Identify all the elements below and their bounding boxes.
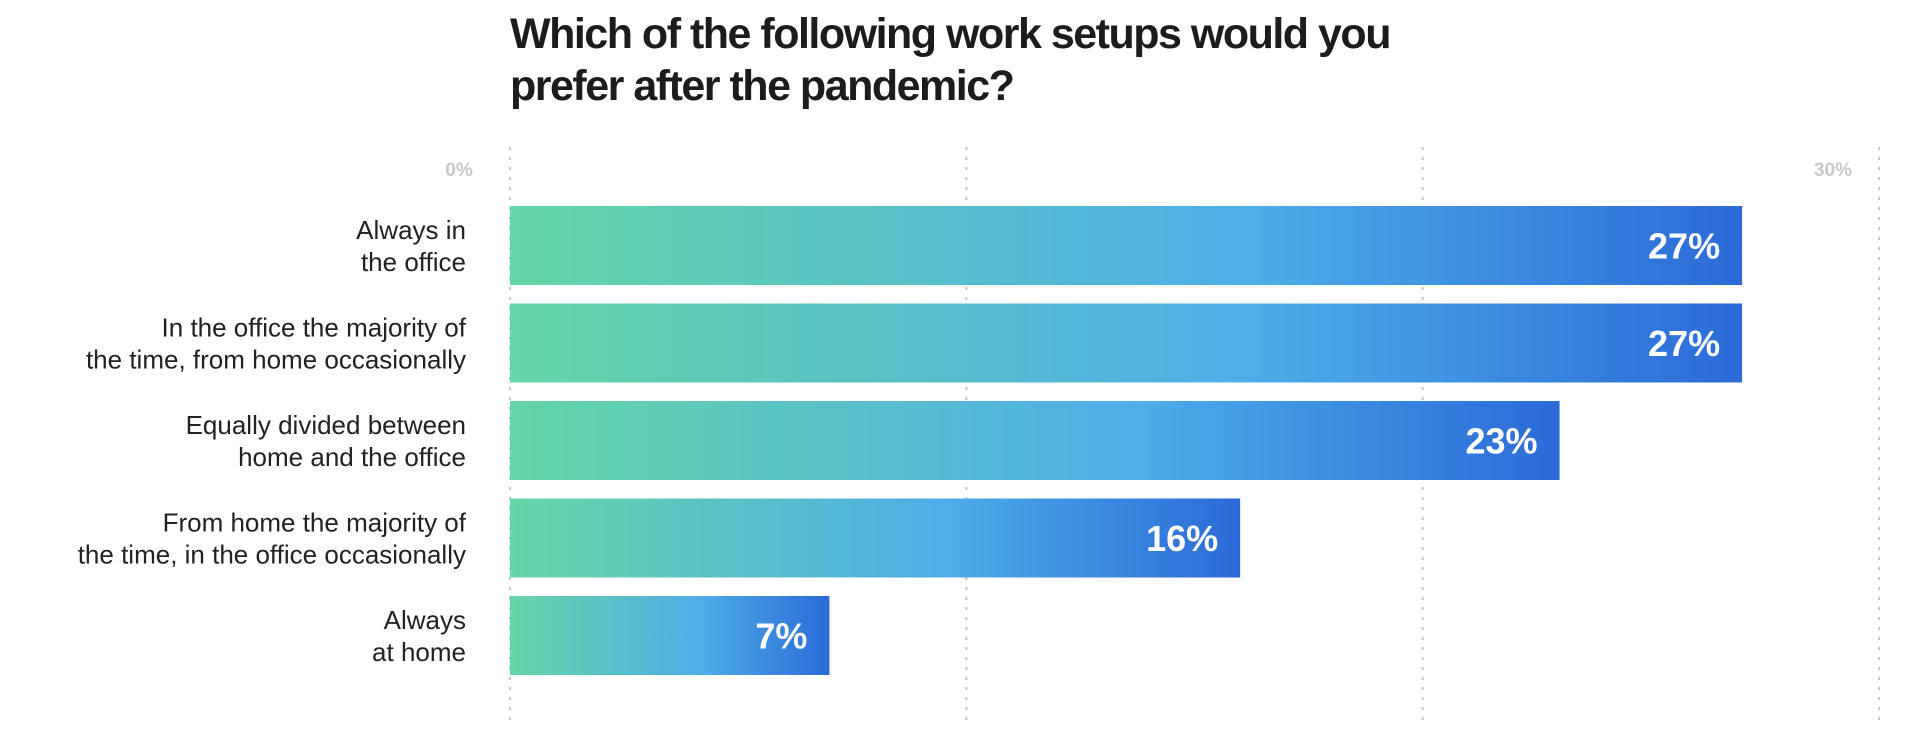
value-label-2: 23% xyxy=(1466,421,1538,462)
chart-title-line-1: Which of the following work setups would… xyxy=(510,10,1391,58)
axis-tick-labels: 0% 30% xyxy=(445,160,1852,181)
chart-title: Which of the following work setups would… xyxy=(510,8,1410,112)
category-label-0: Always in the office xyxy=(356,215,466,277)
category-labels: Always in the office In the office the maj… xyxy=(78,215,467,667)
value-label-1: 27% xyxy=(1648,323,1720,364)
bars xyxy=(510,206,1743,675)
category-label-1: In the office the majority of the time, f… xyxy=(86,313,467,375)
category-label-2: Equally divided between home and the offi… xyxy=(186,410,466,472)
chart-title-line-2: prefer after the pandemic? xyxy=(510,62,1015,110)
category-label-3: From home the majority of the time, in th… xyxy=(78,508,467,570)
bar-1 xyxy=(510,303,1743,383)
bar-0 xyxy=(510,206,1743,285)
bar-3 xyxy=(510,498,1241,578)
bar-2 xyxy=(510,401,1560,480)
value-label-0: 27% xyxy=(1648,226,1720,267)
value-label-4: 7% xyxy=(755,616,807,657)
tick-label-1: 30% xyxy=(1814,160,1852,181)
value-label-3: 16% xyxy=(1146,518,1218,559)
category-label-4: Always at home xyxy=(372,605,466,667)
value-labels: 27% 27% 23% 16% 7% xyxy=(755,226,1720,657)
tick-label-0: 0% xyxy=(445,160,473,181)
bar-4 xyxy=(510,596,830,675)
